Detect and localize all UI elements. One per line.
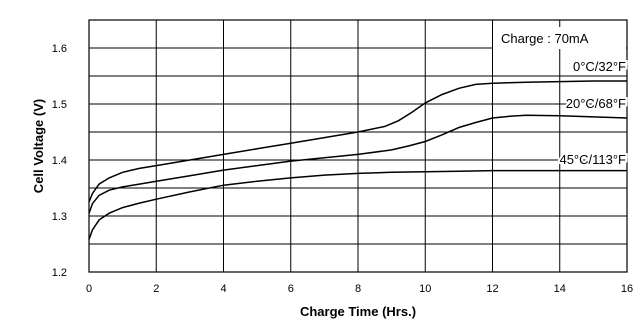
x-tick-label: 8 — [355, 283, 361, 295]
y-tick-label: 1.5 — [52, 99, 67, 111]
series-line — [88, 80, 627, 203]
y-tick-label: 1.3 — [52, 211, 67, 223]
y-tick-label: 1.2 — [52, 267, 67, 279]
charge-annotation: Charge : 70mA — [501, 31, 589, 46]
y-tick-label: 1.6 — [52, 43, 67, 55]
x-tick-label: 10 — [419, 283, 431, 295]
x-tick-label: 6 — [288, 283, 294, 295]
series-label: 0°C/32°F — [573, 59, 626, 74]
x-tick-label: 12 — [486, 283, 498, 295]
x-tick-label: 16 — [621, 283, 633, 295]
x-tick-label: 14 — [554, 283, 566, 295]
series-line — [88, 114, 628, 214]
x-tick-label: 2 — [153, 283, 159, 295]
x-axis-label: Charge Time (Hrs.) — [300, 304, 416, 319]
series-line — [88, 169, 627, 240]
y-axis-label: Cell Voltage (V) — [31, 99, 46, 193]
annotation-bg — [493, 27, 626, 49]
plot-frame — [88, 19, 628, 273]
y-tick-label: 1.4 — [52, 155, 67, 167]
x-tick-label: 4 — [220, 283, 226, 295]
series-label: 20°C/68°F — [566, 96, 626, 111]
series-label: 45°C/113°F — [559, 152, 626, 167]
x-tick-label: 0 — [86, 283, 92, 295]
